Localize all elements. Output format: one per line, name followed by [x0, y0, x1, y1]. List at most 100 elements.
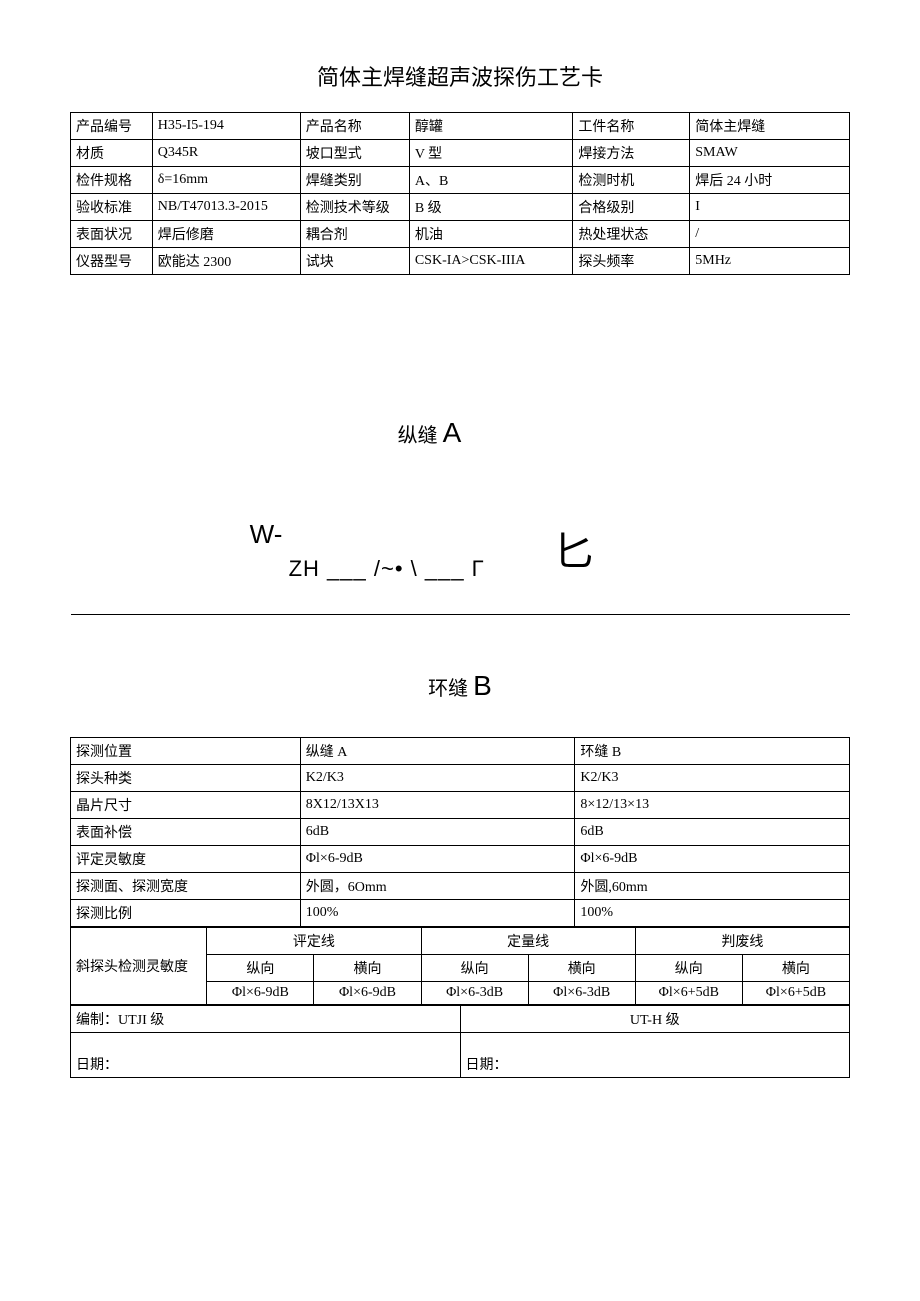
detection-label: 探测比例	[71, 900, 301, 927]
sensitivity-table: 斜探头检测灵敏度 评定线 定量线 判废线 纵向横向纵向横向纵向横向 Φl×6-9…	[70, 927, 850, 1005]
detection-table: 探测位置纵缝 A环缝 B探头种类K2/K3K2/K3晶片尺寸8X12/13X13…	[70, 737, 850, 927]
table-row: 验收标准NB/T47013.3-2015检测技术等级B 级合格级别I	[71, 194, 850, 221]
table-row: 表面补偿6dB6dB	[71, 819, 850, 846]
field-value: δ=16mm	[152, 167, 300, 194]
field-value: 机油	[409, 221, 573, 248]
sensitivity-sub-header: 横向	[528, 955, 635, 982]
sensitivity-row-label: 斜探头检测灵敏度	[71, 928, 207, 1005]
field-value: 醇罐	[409, 113, 573, 140]
sensitivity-sub-header: 纵向	[635, 955, 742, 982]
detection-label: 评定灵敏度	[71, 846, 301, 873]
table-row: 晶片尺寸8X12/13X138×12/13×13	[71, 792, 850, 819]
seam-b-letter: B	[473, 670, 492, 701]
field-label: 焊缝类别	[300, 167, 409, 194]
sensitivity-sub-header: 纵向	[207, 955, 314, 982]
field-label: 试块	[300, 248, 409, 275]
sensitivity-sub-header: 横向	[742, 955, 849, 982]
table-row: 探头种类K2/K3K2/K3	[71, 765, 850, 792]
table-row: 检件规格 δ=16mm焊缝类别A、B检测时机焊后 24 小时	[71, 167, 850, 194]
table-row: 材质Q345R坡口型式V 型焊接方法SMAW	[71, 140, 850, 167]
field-value: B 级	[409, 194, 573, 221]
table-row: 探测位置纵缝 A环缝 B	[71, 738, 850, 765]
diagram-label-a: 纵缝 A	[398, 417, 462, 449]
seam-a-prefix: 纵缝	[398, 425, 443, 447]
seam-a-letter: A	[443, 417, 462, 448]
detection-value: 纵缝 A	[300, 738, 575, 765]
sensitivity-value: Φl×6-9dB	[207, 982, 314, 1005]
detection-label: 探测位置	[71, 738, 301, 765]
field-label: 产品名称	[300, 113, 409, 140]
detection-value: Φl×6-9dB	[300, 846, 575, 873]
field-label: 工件名称	[573, 113, 690, 140]
field-value: H35-I5-194	[152, 113, 300, 140]
page-title: 简体主焊缝超声波探伤工艺卡	[70, 60, 850, 92]
sensitivity-sub-header: 纵向	[421, 955, 528, 982]
detection-value: 100%	[300, 900, 575, 927]
field-value: I	[690, 194, 850, 221]
diagram-shape: 匕	[553, 519, 593, 577]
field-label: 坡口型式	[300, 140, 409, 167]
table-row: 仪器型号欧能达 2300试块CSK-IA>CSK-IIIA探头频率5MHz	[71, 248, 850, 275]
sensitivity-value: Φl×6-3dB	[421, 982, 528, 1005]
header-table: 产品编号H35-I5-194产品名称醇罐工件名称简体主焊缝材质Q345R坡口型式…	[70, 112, 850, 615]
field-label: 材质	[71, 140, 153, 167]
table-row: 表面状况焊后修磨耦合剂机油热处理状态/	[71, 221, 850, 248]
detection-value: Φl×6-9dB	[575, 846, 850, 873]
detection-value: 100%	[575, 900, 850, 927]
sensitivity-value: Φl×6+5dB	[635, 982, 742, 1005]
detection-value: 6dB	[575, 819, 850, 846]
date-right-cell: 日期：	[460, 1033, 850, 1078]
field-label: 检测时机	[573, 167, 690, 194]
sensitivity-group: 判废线	[635, 928, 849, 955]
field-value: /	[690, 221, 850, 248]
field-label: 验收标准	[71, 194, 153, 221]
diagram-cell: 纵缝 A W- ZH ___ /~• \ ___ Γ 匕	[71, 275, 850, 615]
detection-value: 6dB	[300, 819, 575, 846]
field-label: 热处理状态	[573, 221, 690, 248]
field-value: SMAW	[690, 140, 850, 167]
detection-value: 8×12/13×13	[575, 792, 850, 819]
field-label: 探头频率	[573, 248, 690, 275]
diagram-zh-text: ZH ___ /~• \ ___ Γ	[289, 556, 485, 582]
ut-level-cell: UT-H 级	[460, 1006, 850, 1033]
sensitivity-group: 评定线	[207, 928, 421, 955]
field-label: 耦合剂	[300, 221, 409, 248]
section-b-label: 环缝 B	[70, 670, 850, 702]
table-row: 评定灵敏度Φl×6-9dBΦl×6-9dB	[71, 846, 850, 873]
detection-label: 表面补偿	[71, 819, 301, 846]
field-value: V 型	[409, 140, 573, 167]
detection-value: K2/K3	[575, 765, 850, 792]
field-value: A、B	[409, 167, 573, 194]
detection-value: 8X12/13X13	[300, 792, 575, 819]
field-value: 5MHz	[690, 248, 850, 275]
field-label: 检件规格	[71, 167, 153, 194]
field-value: CSK-IA>CSK-IIIA	[409, 248, 573, 275]
date-left-cell: 日期：	[71, 1033, 461, 1078]
detection-value: K2/K3	[300, 765, 575, 792]
sensitivity-group: 定量线	[421, 928, 635, 955]
field-value: Q345R	[152, 140, 300, 167]
field-value: NB/T47013.3-2015	[152, 194, 300, 221]
table-row: 产品编号H35-I5-194产品名称醇罐工件名称简体主焊缝	[71, 113, 850, 140]
detection-label: 晶片尺寸	[71, 792, 301, 819]
sensitivity-value: Φl×6-9dB	[314, 982, 421, 1005]
detection-value: 外圆,60mm	[575, 873, 850, 900]
field-value: 简体主焊缝	[690, 113, 850, 140]
field-label: 合格级别	[573, 194, 690, 221]
sensitivity-sub-header: 横向	[314, 955, 421, 982]
diagram-w-text: W-	[250, 519, 283, 550]
field-value: 欧能达 2300	[152, 248, 300, 275]
detection-label: 探头种类	[71, 765, 301, 792]
seam-b-prefix: 环缝	[428, 678, 473, 700]
field-label: 焊接方法	[573, 140, 690, 167]
table-row: 探测面、探测宽度外圆，6Omm外圆,60mm	[71, 873, 850, 900]
made-by-cell: 编制：UTJI 级	[71, 1006, 461, 1033]
table-row: 探测比例100%100%	[71, 900, 850, 927]
footer-table: 编制：UTJI 级 UT-H 级 日期： 日期：	[70, 1005, 850, 1078]
detection-value: 环缝 B	[575, 738, 850, 765]
detection-value: 外圆，6Omm	[300, 873, 575, 900]
field-label: 表面状况	[71, 221, 153, 248]
field-label: 仪器型号	[71, 248, 153, 275]
sensitivity-value: Φl×6+5dB	[742, 982, 849, 1005]
field-value: 焊后修磨	[152, 221, 300, 248]
